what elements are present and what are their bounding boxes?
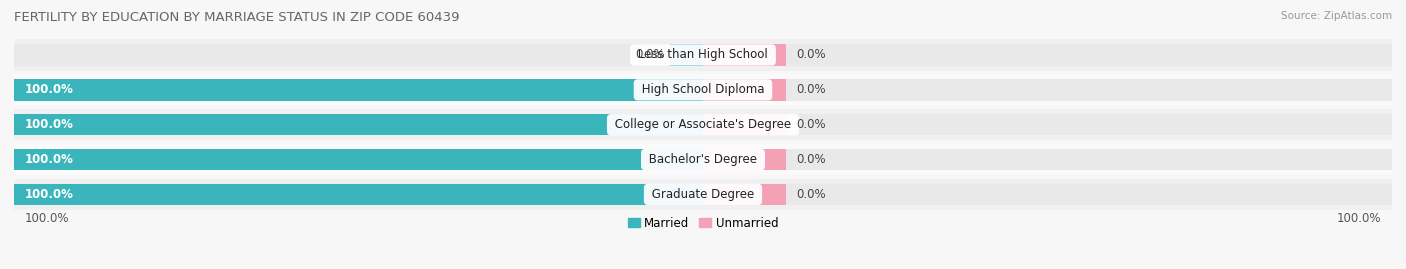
Legend: Married, Unmarried: Married, Unmarried <box>628 217 778 230</box>
Text: 0.0%: 0.0% <box>796 153 825 166</box>
Text: 100.0%: 100.0% <box>24 118 73 131</box>
Text: Source: ZipAtlas.com: Source: ZipAtlas.com <box>1281 11 1392 21</box>
Text: 0.0%: 0.0% <box>796 118 825 131</box>
Bar <box>14 144 1392 175</box>
Bar <box>703 184 786 205</box>
Text: 100.0%: 100.0% <box>24 83 73 96</box>
Bar <box>14 149 1392 170</box>
Text: High School Diploma: High School Diploma <box>638 83 768 96</box>
Bar <box>14 74 1392 105</box>
Text: Graduate Degree: Graduate Degree <box>648 188 758 201</box>
Text: FERTILITY BY EDUCATION BY MARRIAGE STATUS IN ZIP CODE 60439: FERTILITY BY EDUCATION BY MARRIAGE STATU… <box>14 11 460 24</box>
Text: 100.0%: 100.0% <box>24 212 69 225</box>
Bar <box>14 114 703 136</box>
Text: 0.0%: 0.0% <box>634 48 665 61</box>
Bar <box>703 44 786 66</box>
Bar <box>14 79 703 101</box>
Text: College or Associate's Degree: College or Associate's Degree <box>612 118 794 131</box>
Text: 0.0%: 0.0% <box>796 188 825 201</box>
Bar <box>14 114 1392 136</box>
Bar <box>14 184 703 205</box>
Bar <box>669 44 703 66</box>
Text: Less than High School: Less than High School <box>634 48 772 61</box>
Text: 0.0%: 0.0% <box>796 48 825 61</box>
Bar <box>14 184 1392 205</box>
Text: 100.0%: 100.0% <box>24 153 73 166</box>
Bar <box>14 179 1392 210</box>
Text: 100.0%: 100.0% <box>1337 212 1382 225</box>
Bar <box>703 149 786 170</box>
Bar <box>14 44 1392 66</box>
Text: Bachelor's Degree: Bachelor's Degree <box>645 153 761 166</box>
Text: 100.0%: 100.0% <box>24 188 73 201</box>
Bar <box>703 79 786 101</box>
Bar <box>703 114 786 136</box>
Bar <box>14 39 1392 71</box>
Bar <box>14 79 1392 101</box>
Bar <box>14 149 703 170</box>
Bar <box>14 109 1392 140</box>
Text: 0.0%: 0.0% <box>796 83 825 96</box>
